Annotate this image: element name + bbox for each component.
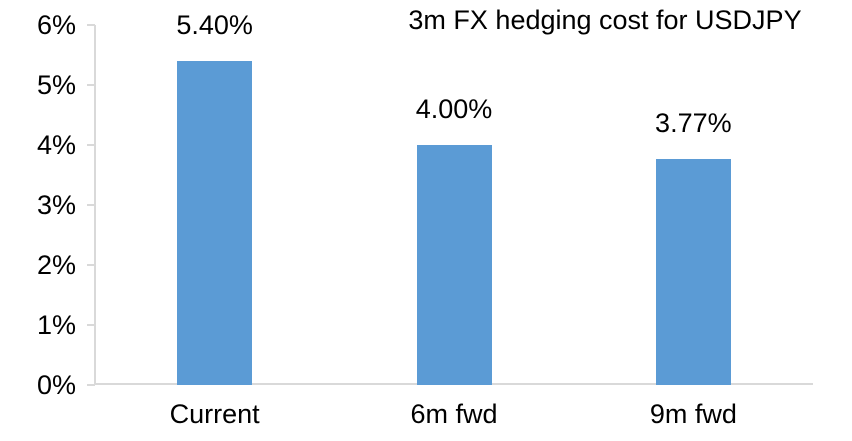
y-axis-tick: [87, 264, 95, 266]
bar: [177, 61, 253, 385]
y-axis-tick: [87, 204, 95, 206]
y-axis-line: [94, 25, 96, 385]
chart-title: 3m FX hedging cost for USDJPY: [408, 5, 802, 35]
bar-value-label: 4.00%: [415, 94, 493, 124]
y-axis-tick-label: 2%: [36, 250, 76, 280]
x-axis-category-label: 9m fwd: [649, 399, 737, 429]
y-axis-tick: [87, 144, 95, 146]
bar: [416, 145, 492, 385]
y-axis-tick: [87, 84, 95, 86]
bar: [655, 158, 731, 385]
bar-value-label: 5.40%: [176, 10, 253, 40]
y-axis-tick-label: 3%: [36, 190, 76, 220]
y-axis-tick: [87, 24, 95, 26]
y-axis-tick-label: 0%: [36, 370, 76, 400]
bar-value-label: 3.77%: [655, 107, 732, 138]
y-axis-tick: [87, 384, 95, 386]
y-axis-tick: [87, 324, 95, 326]
y-axis-tick-label: 1%: [36, 310, 76, 340]
x-axis-category-label: 6m fwd: [410, 399, 498, 429]
y-axis-tick-label: 4%: [36, 130, 76, 160]
y-axis-tick-label: 6%: [36, 10, 76, 40]
x-axis-category-label: Current: [169, 399, 260, 429]
y-axis-tick-label: 5%: [36, 70, 76, 100]
